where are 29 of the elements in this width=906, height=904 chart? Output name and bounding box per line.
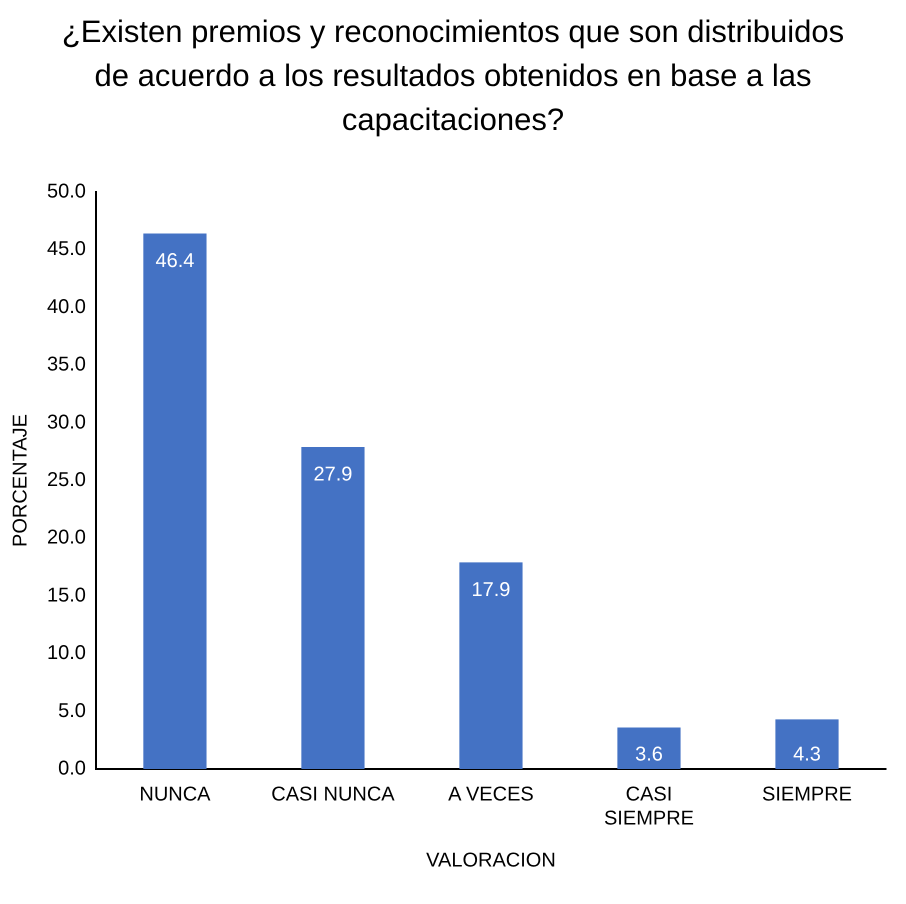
y-tick-label: 10.0 [46,642,86,664]
data-label: 3.6 [635,744,663,766]
y-tick-label: 45.0 [46,238,86,260]
data-label: 46.4 [155,250,194,272]
y-tick-label: 50.0 [46,180,86,203]
y-tick-label: 30.0 [46,411,86,434]
data-label: 27.9 [313,464,352,486]
data-label: 4.3 [793,744,821,766]
y-tick-label: 40.0 [46,296,86,318]
data-label: 17.9 [471,578,510,601]
y-tick-label: 35.0 [46,354,86,376]
x-axis-title: VALORACION [426,850,556,872]
chart-title: ¿Existen premios y reconocimientos que son distribuidos de acuerdo a los resultados obtenidos en base a las capacitaciones? [60,13,846,139]
x-tick-label: NUNCA [139,784,212,806]
x-tick-label: A VECES [448,784,534,806]
y-axis-title: PORCENTAJE [10,414,32,547]
bar [459,562,523,769]
bar [617,727,681,769]
y-tick-label: 25.0 [46,469,86,492]
y-tick-label: 20.0 [46,526,86,549]
x-tick-label: CASI SIEMPRE [604,784,694,830]
x-tick-label: SIEMPRE [762,784,852,806]
y-tick-label: 15.0 [46,584,86,606]
y-tick-label: 0.0 [58,758,86,780]
x-tick-label: CASI NUNCA [271,784,396,806]
bar [301,447,365,769]
bar [143,234,207,769]
bar [775,719,839,769]
y-tick-label: 5.0 [58,700,86,722]
